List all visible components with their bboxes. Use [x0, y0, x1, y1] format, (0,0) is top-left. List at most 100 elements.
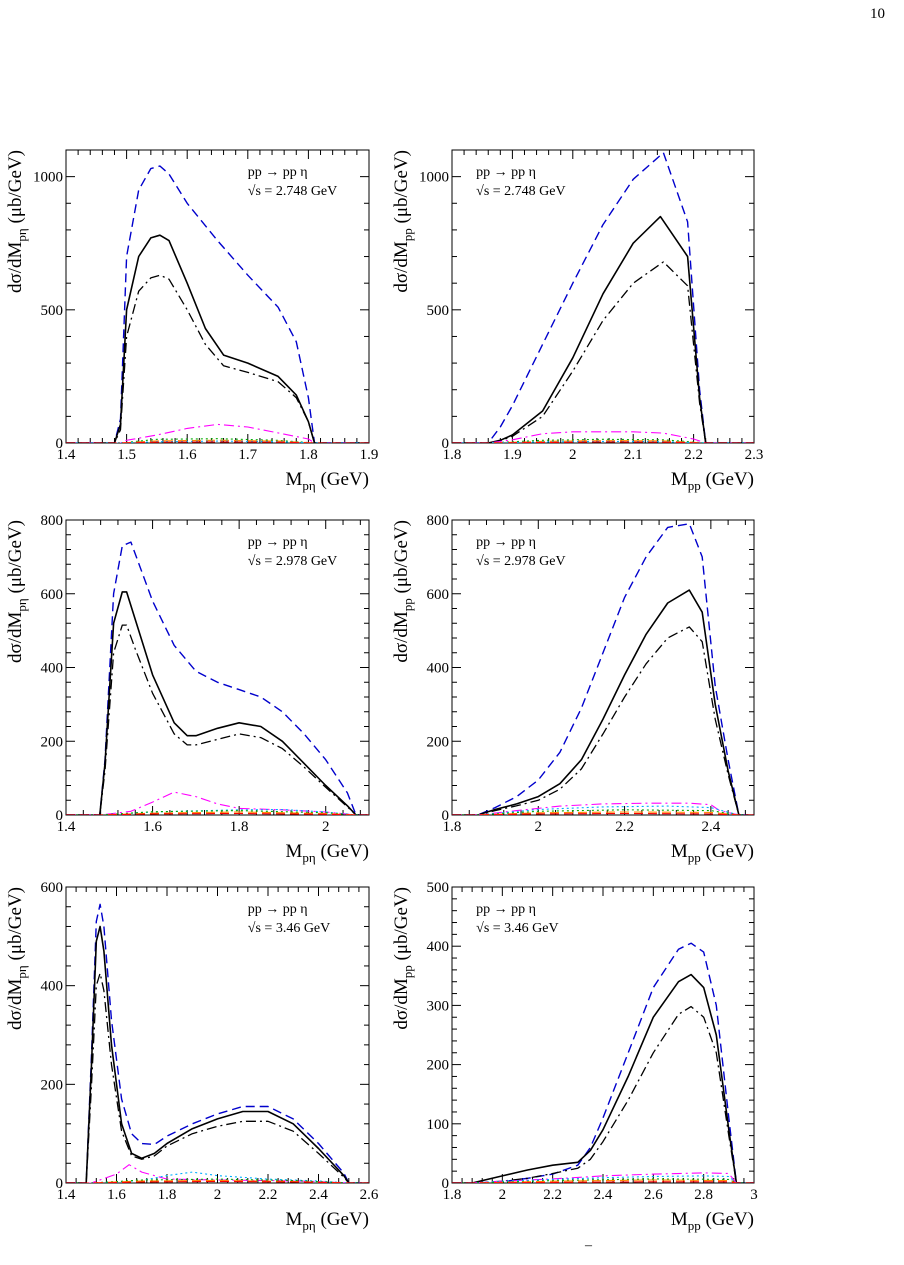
reaction-label: pp → pp η [248, 902, 308, 917]
x-tick-label: 1.6 [143, 819, 162, 835]
x-axis-title: Mpη (GeV) [286, 1209, 370, 1233]
series-group [66, 541, 369, 815]
y-tick-label: 0 [442, 436, 450, 452]
bottom-mark: – [585, 1238, 592, 1253]
x-tick-label: 1.8 [299, 447, 318, 463]
x-axis-title: Mpp (GeV) [671, 1209, 754, 1233]
energy-label: √s = 2.748 GeV [476, 184, 565, 199]
x-tick-label: 2.6 [644, 1187, 663, 1203]
x-tick-label: 1.7 [238, 447, 257, 463]
y-axis-title: dσ/dMpη (μb/GeV) [5, 887, 29, 1030]
series-group [66, 903, 369, 1183]
x-tick-label: 2 [322, 819, 330, 835]
series-group [452, 523, 754, 815]
series-line-blue-dashed [66, 165, 369, 443]
x-tick-label: 1.4 [57, 819, 76, 835]
series-line-magenta-dashdot [66, 423, 369, 443]
y-tick-label: 0 [442, 1176, 450, 1192]
energy-label: √s = 2.748 GeV [248, 184, 337, 199]
x-tick-label: 2.4 [701, 819, 720, 835]
series-line-dashdot-dashdot [452, 1005, 754, 1183]
y-axis-title: dσ/dMpη (μb/GeV) [5, 150, 29, 293]
chart-panel-2: 1.8 1.9 2 2.1 2.2 2.3 0 500 1000 pp → pp η √s = 2.… [391, 149, 764, 493]
x-tick-label: 1.9 [503, 447, 522, 463]
series-line-orange-dashed [452, 1179, 754, 1183]
energy-label: √s = 3.46 GeV [476, 921, 558, 936]
series-line-total-solid [66, 591, 369, 815]
y-axis-title: dσ/dMpp (μb/GeV) [391, 150, 415, 293]
energy-label: √s = 2.978 GeV [476, 554, 565, 569]
x-tick-label: 2.4 [309, 1187, 328, 1203]
chart-panel-4: 1.8 2 2.2 2.4 0 200 400 600 800 pp → pp η √s = 2.9… [391, 513, 755, 865]
series-line-dashdot-dashdot [452, 626, 754, 815]
y-tick-label: 200 [427, 734, 450, 750]
x-tick-label: 1.4 [57, 1187, 76, 1203]
chart-panel-3: 1.4 1.6 1.8 2 0 200 400 600 800 pp → pp η √s = 2.9… [5, 513, 370, 865]
x-axis-title: Mpp (GeV) [671, 841, 754, 865]
x-tick-label: 2.2 [543, 1187, 562, 1203]
series-line-magenta-dashdot [66, 791, 369, 815]
series-line-green-dotted [66, 1178, 369, 1183]
x-tick-label: 1.9 [360, 447, 379, 463]
series-line-total-solid [452, 589, 754, 815]
x-tick-label: 1.8 [443, 819, 462, 835]
x-tick-label: 1.8 [443, 1187, 462, 1203]
series-line-magenta-dashdot [66, 1164, 369, 1183]
y-tick-label: 300 [427, 998, 450, 1014]
x-tick-label: 2.8 [694, 1187, 713, 1203]
y-tick-label: 400 [41, 661, 64, 677]
x-tick-label: 1.8 [443, 447, 462, 463]
series-line-total-solid [66, 925, 369, 1183]
series-line-magenta-dashdot [452, 431, 754, 443]
reaction-label: pp → pp η [476, 165, 536, 180]
x-tick-label: 2 [535, 819, 543, 835]
x-tick-label: 1.6 [107, 1187, 126, 1203]
y-tick-label: 0 [56, 1176, 64, 1192]
y-tick-label: 500 [427, 880, 450, 896]
y-tick-label: 600 [41, 587, 64, 603]
series-line-cyan-dotted [452, 440, 754, 443]
y-tick-label: 1000 [419, 170, 449, 186]
chart-panel-5: 1.4 1.6 1.8 2 2.2 2.4 2.6 0 200 400 600 pp → pp η √s… [5, 880, 379, 1233]
x-axis-title: Mpp (GeV) [671, 469, 754, 493]
y-tick-label: 200 [41, 734, 64, 750]
series-line-blue-dashed [452, 523, 754, 815]
x-tick-label: 2.4 [594, 1187, 613, 1203]
series-group [66, 165, 369, 443]
y-tick-label: 500 [41, 303, 64, 319]
series-line-orange-dashed [452, 811, 754, 815]
series-line-red-dashed [452, 1181, 754, 1183]
series-line-magenta-dashdot [452, 802, 754, 815]
page-number: 10 [870, 6, 885, 22]
reaction-label: pp → pp η [248, 535, 308, 550]
series-line-total-solid [66, 234, 369, 443]
y-tick-label: 0 [56, 808, 64, 824]
y-tick-label: 800 [427, 513, 450, 529]
series-line-orange-dashed [66, 811, 369, 815]
y-tick-label: 500 [427, 303, 450, 319]
plot-frame [65, 149, 370, 444]
x-tick-label: 2.6 [360, 1187, 379, 1203]
y-tick-label: 0 [442, 808, 450, 824]
x-tick-label: 2 [499, 1187, 507, 1203]
series-line-green-dotted [66, 438, 369, 443]
energy-label: √s = 3.46 GeV [248, 921, 330, 936]
x-tick-label: 1.5 [117, 447, 136, 463]
x-tick-label: 2.3 [745, 447, 764, 463]
y-tick-label: 800 [41, 513, 64, 529]
series-line-total-solid [452, 973, 754, 1183]
chart-panel-6: 1.8 2 2.2 2.4 2.6 2.8 3 0 100 200 300 400 500 pp → pp… [391, 880, 758, 1233]
series-line-cyan-dotted [66, 440, 369, 443]
plot-frame [451, 149, 755, 444]
x-tick-label: 2.2 [684, 447, 703, 463]
series-group [452, 942, 754, 1183]
x-tick-label: 1.8 [158, 1187, 177, 1203]
y-tick-label: 200 [41, 1077, 64, 1093]
series-line-green-dotted [452, 1178, 754, 1183]
series-line-dashdot-dashdot [66, 624, 369, 815]
series-line-green-dotted [452, 438, 754, 443]
series-line-dashdot-dashdot [452, 261, 754, 443]
x-tick-label: 1.4 [57, 447, 76, 463]
x-tick-label: 2.1 [624, 447, 643, 463]
